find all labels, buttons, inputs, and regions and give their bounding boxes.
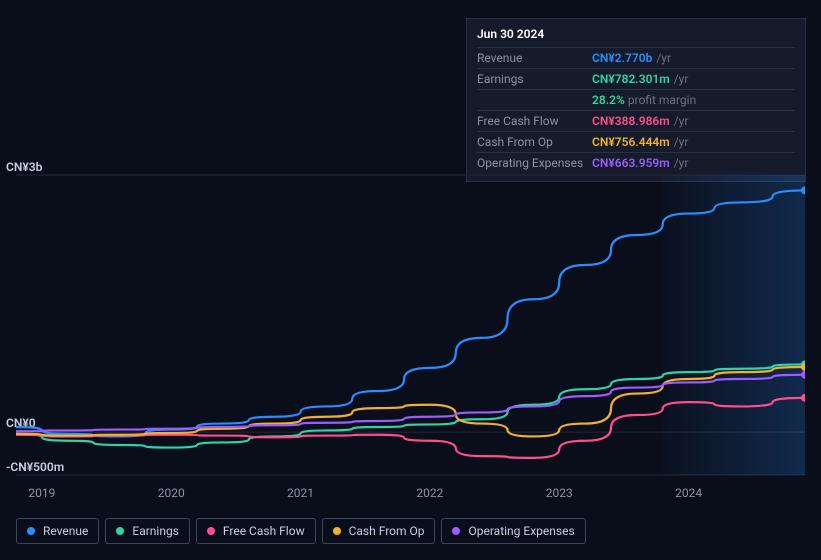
legend-label: Revenue [43, 524, 88, 538]
legend-item[interactable]: Cash From Op [322, 518, 436, 544]
tooltip-row-suffix: /yr [674, 135, 689, 149]
tooltip-row-label: Earnings [477, 72, 592, 86]
tooltip-row-suffix: /yr [656, 51, 671, 65]
legend-label: Earnings [132, 524, 179, 538]
x-axis-tick-label: 2020 [158, 486, 185, 500]
chart-container: Jun 30 2024 RevenueCN¥2.770b/yrEarningsC… [0, 0, 821, 560]
tooltip-row-label: Free Cash Flow [477, 114, 592, 128]
chart-plot-area [16, 160, 805, 480]
chart-svg [16, 160, 805, 480]
tooltip-date: Jun 30 2024 [477, 27, 795, 47]
tooltip-row: Free Cash FlowCN¥388.986m/yr [477, 110, 795, 131]
tooltip-row: EarningsCN¥782.301m/yr [477, 68, 795, 89]
x-axis-tick-label: 2022 [416, 486, 443, 500]
tooltip-margin-text: 28.2% profit margin [592, 93, 696, 107]
legend-dot-icon [116, 527, 124, 535]
legend-dot-icon [207, 527, 215, 535]
x-axis-tick-label: 2023 [546, 486, 573, 500]
chart-legend: Revenue Earnings Free Cash Flow Cash From O… [16, 518, 586, 544]
legend-dot-icon [333, 527, 341, 535]
tooltip-row-value-wrap: CN¥2.770b/yr [592, 51, 671, 65]
legend-item[interactable]: Free Cash Flow [196, 518, 316, 544]
tooltip-margin-spacer [477, 93, 592, 107]
tooltip-row-suffix: /yr [674, 72, 689, 86]
tooltip-row-label: Revenue [477, 51, 592, 65]
tooltip-row-value: CN¥782.301m [592, 72, 670, 86]
tooltip-row-value-wrap: CN¥782.301m/yr [592, 72, 688, 86]
tooltip-row-value: CN¥388.986m [592, 114, 670, 128]
x-axis-labels: 2019 2020 2021 2022 2023 2024 [16, 486, 805, 502]
tooltip-row: Cash From OpCN¥756.444m/yr [477, 131, 795, 152]
tooltip-row-value-wrap: CN¥756.444m/yr [592, 135, 688, 149]
legend-item[interactable]: Revenue [16, 518, 99, 544]
legend-label: Cash From Op [349, 524, 425, 538]
x-axis-tick-label: 2024 [675, 486, 702, 500]
tooltip-row-suffix: /yr [674, 114, 689, 128]
legend-item[interactable]: Operating Expenses [441, 518, 585, 544]
tooltip-row-value: CN¥756.444m [592, 135, 670, 149]
x-axis-tick-label: 2021 [287, 486, 314, 500]
legend-dot-icon [27, 527, 35, 535]
legend-item[interactable]: Earnings [105, 518, 190, 544]
legend-label: Operating Expenses [468, 524, 574, 538]
data-tooltip: Jun 30 2024 RevenueCN¥2.770b/yrEarningsC… [466, 18, 806, 182]
tooltip-row-value: CN¥2.770b [592, 51, 652, 65]
tooltip-margin-row: 28.2% profit margin [477, 89, 795, 110]
tooltip-row-value-wrap: CN¥388.986m/yr [592, 114, 688, 128]
tooltip-row: RevenueCN¥2.770b/yr [477, 47, 795, 68]
legend-label: Free Cash Flow [223, 524, 305, 538]
tooltip-row-label: Cash From Op [477, 135, 592, 149]
legend-dot-icon [452, 527, 460, 535]
x-axis-tick-label: 2019 [28, 486, 55, 500]
